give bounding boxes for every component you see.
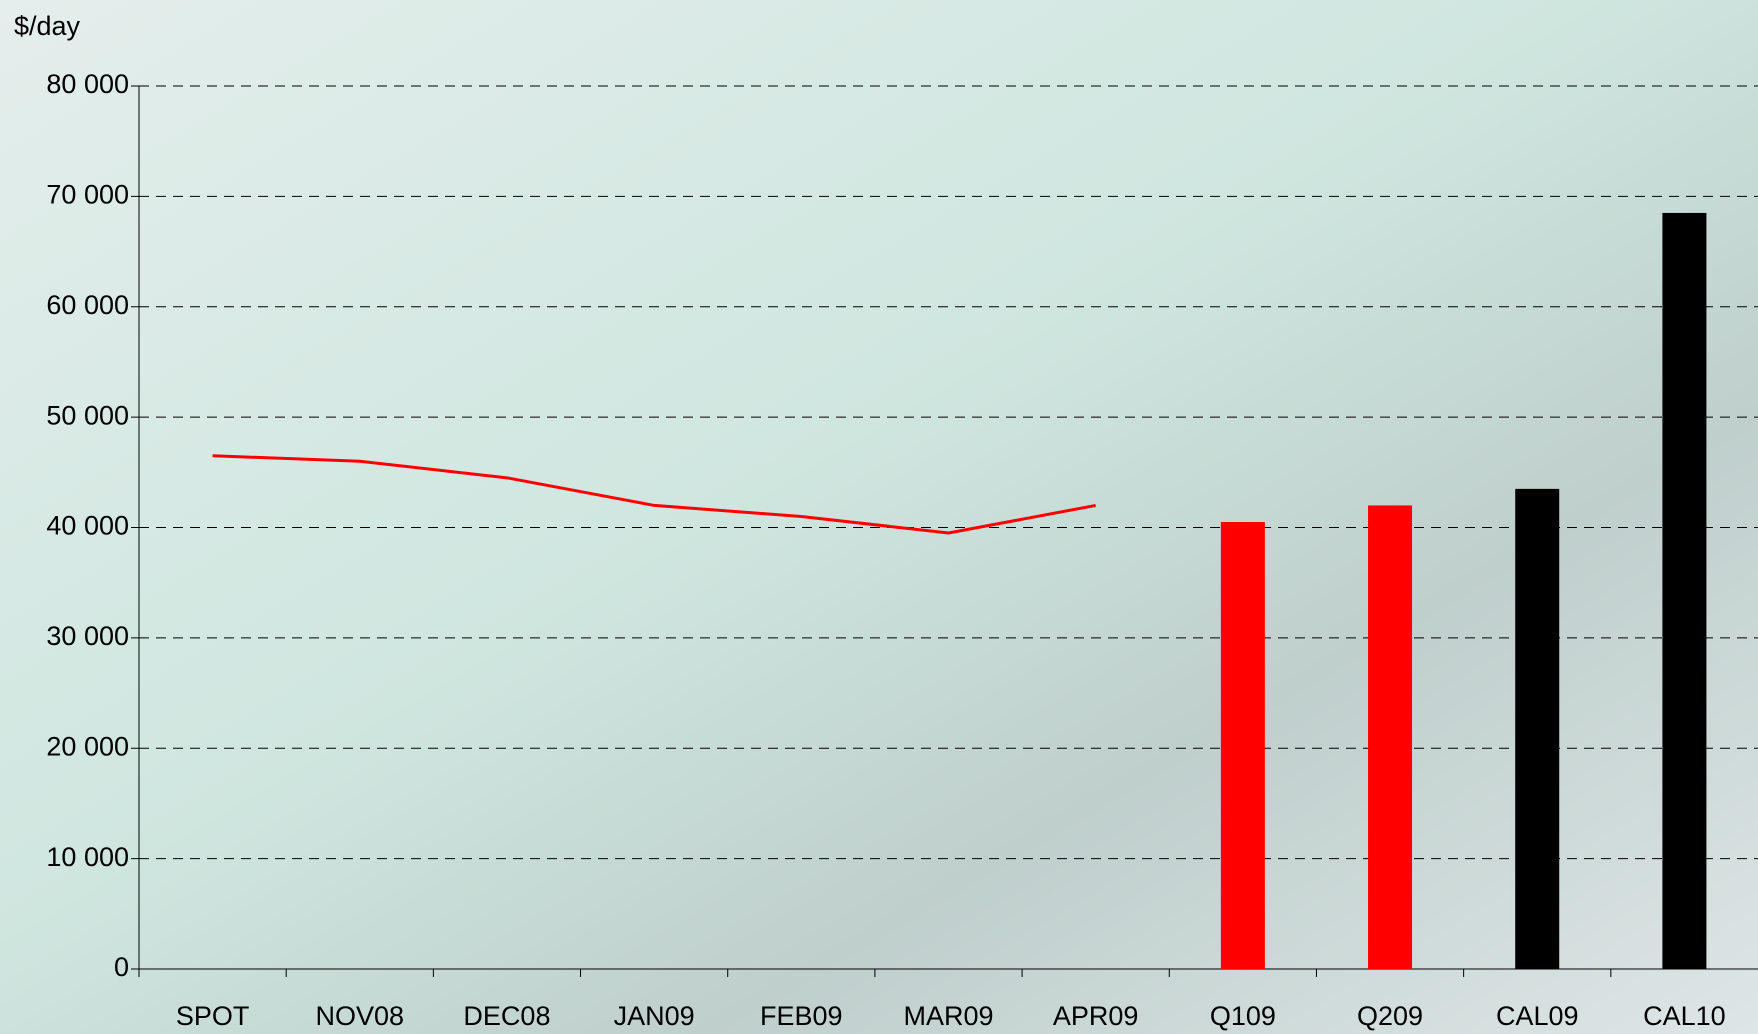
x-tick-label: JAN09 bbox=[614, 1001, 695, 1031]
y-tick-label: 0 bbox=[114, 952, 129, 982]
x-tick-label: CAL09 bbox=[1496, 1001, 1579, 1031]
x-tick-label: FEB09 bbox=[760, 1001, 843, 1031]
x-tick-label: DEC08 bbox=[463, 1001, 550, 1031]
x-tick-label: CAL10 bbox=[1643, 1001, 1726, 1031]
bar bbox=[1662, 212, 1707, 969]
line bbox=[212, 454, 1096, 535]
x-tick-label: APR09 bbox=[1053, 1001, 1139, 1031]
x-tick-label: Q109 bbox=[1210, 1001, 1276, 1031]
y-tick-label: 50 000 bbox=[46, 400, 129, 430]
y-tick-label: 40 000 bbox=[46, 511, 129, 541]
y-tick-label: 30 000 bbox=[46, 621, 129, 651]
y-tick-label: 70 000 bbox=[46, 180, 129, 210]
bar bbox=[1515, 488, 1560, 969]
bar bbox=[1220, 521, 1265, 969]
y-tick-label: 60 000 bbox=[46, 290, 129, 320]
y-tick-label: 80 000 bbox=[46, 69, 129, 99]
x-tick-label: MAR09 bbox=[903, 1001, 993, 1031]
y-axis-label: $/day bbox=[14, 11, 81, 41]
bar bbox=[1368, 505, 1413, 969]
x-tick-label: Q209 bbox=[1357, 1001, 1423, 1031]
x-tick-label: SPOT bbox=[176, 1001, 250, 1031]
x-tick-label: NOV08 bbox=[315, 1001, 404, 1031]
y-tick-label: 20 000 bbox=[46, 731, 129, 761]
y-tick-label: 10 000 bbox=[46, 842, 129, 872]
